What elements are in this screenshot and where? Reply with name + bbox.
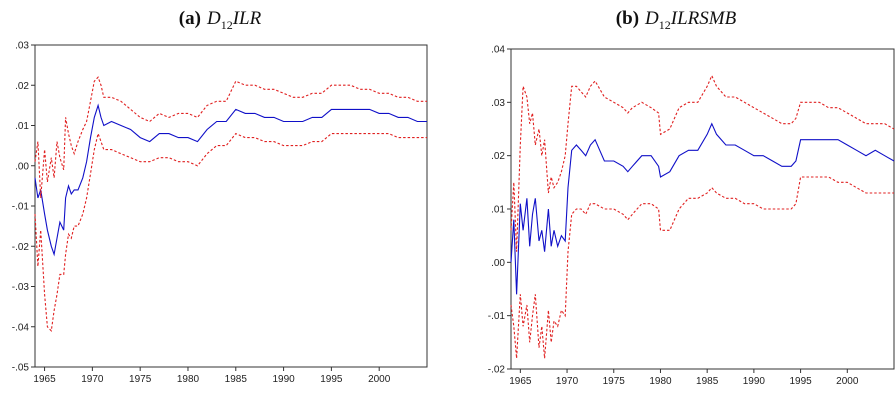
estimate-line <box>34 103 427 257</box>
caption-subscript: 12 <box>658 17 671 32</box>
x-tick-label: 1990 <box>743 376 766 387</box>
y-tick-label: -.01 <box>488 311 506 322</box>
y-tick-label: -.02 <box>12 242 30 253</box>
x-tick-label: 1980 <box>177 374 200 385</box>
confidence-band-line <box>34 76 427 198</box>
x-tick-label: 1965 <box>509 376 532 387</box>
x-tick-label: 1990 <box>272 374 295 385</box>
x-tick-label: 1985 <box>225 374 248 385</box>
y-tick-label: .02 <box>15 81 29 92</box>
confidence-band-line <box>34 131 427 332</box>
y-tick-label: .03 <box>15 41 29 52</box>
y-tick-label: .02 <box>491 151 505 162</box>
y-tick-label: -.01 <box>12 202 30 213</box>
caption-math: D12ILRSMB <box>645 8 737 32</box>
x-tick-label: 2000 <box>836 376 859 387</box>
confidence-band-line <box>510 74 895 252</box>
chart-panel-b: (b) D12ILRSMB .04 .03 .02 .01 .00 -.01 -.02 1965… <box>456 0 896 397</box>
x-tick-label: 1970 <box>556 376 579 387</box>
x-tick-label: 1995 <box>320 374 343 385</box>
y-tick-label: .00 <box>15 161 29 172</box>
y-tick-label: .03 <box>491 98 505 109</box>
y-tick-label: -.03 <box>12 282 30 293</box>
caption-suffix: ILR <box>232 8 262 29</box>
x-tick-label: 1995 <box>789 376 812 387</box>
chart-panel-a: (a) D12ILR .03 .02 .01 .00 -.01 -.02 -.03 -.04 -.… <box>0 0 440 397</box>
caption-tag: (a) <box>178 8 201 29</box>
caption-subscript: 12 <box>220 17 233 32</box>
chart-caption: (b) D12ILRSMB <box>456 8 896 33</box>
plot-frame <box>34 44 428 368</box>
caption-symbol: D <box>206 8 221 29</box>
y-tick-label: .04 <box>491 45 505 56</box>
caption-tag: (b) <box>615 8 640 29</box>
caption-math: D12ILR <box>206 8 262 32</box>
y-tick-label: .00 <box>491 258 505 269</box>
x-tick-label: 1975 <box>603 376 626 387</box>
y-tick-label: .01 <box>15 121 29 132</box>
x-tick-label: 1985 <box>696 376 719 387</box>
x-tick-label: 1980 <box>649 376 672 387</box>
chart-caption: (a) D12ILR <box>0 8 440 33</box>
y-tick-label: -.04 <box>12 322 30 333</box>
x-tick-label: 2000 <box>368 374 391 385</box>
plot-frame <box>510 48 895 370</box>
caption-suffix: ILRSMB <box>670 8 737 29</box>
estimate-line <box>510 122 895 295</box>
x-tick-label: 1975 <box>129 374 152 385</box>
y-tick-label: -.02 <box>488 365 506 376</box>
x-tick-label: 1965 <box>33 374 56 385</box>
confidence-band-line <box>510 176 894 359</box>
y-tick-label: -.05 <box>12 363 30 374</box>
caption-symbol: D <box>645 8 659 29</box>
y-tick-label: .01 <box>491 205 505 216</box>
x-tick-label: 1970 <box>81 374 104 385</box>
